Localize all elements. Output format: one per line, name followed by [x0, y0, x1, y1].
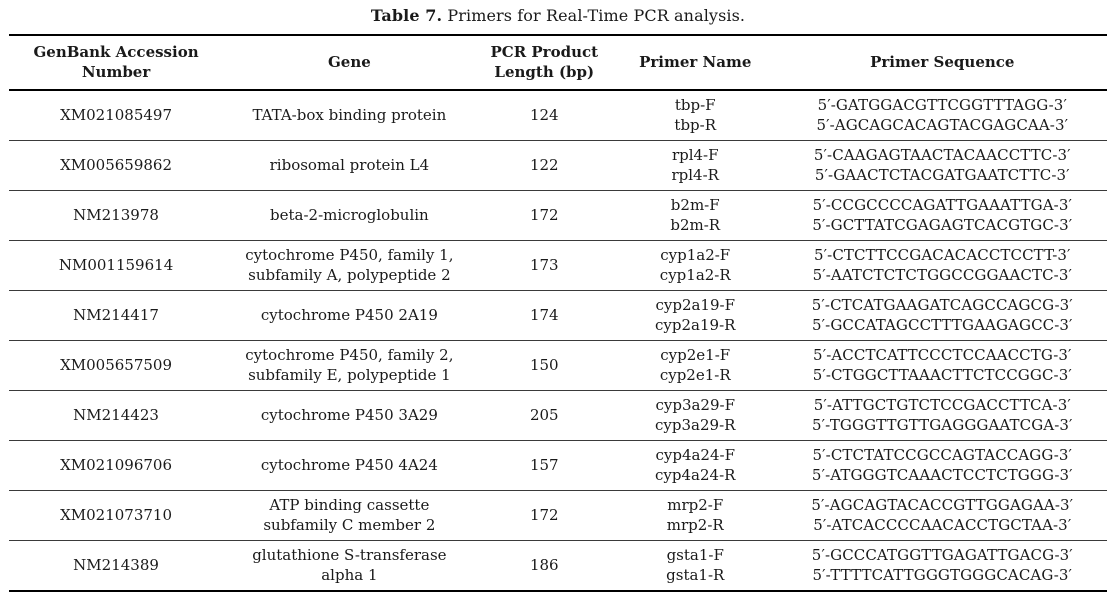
- table-row: NM214417 cytochrome P450 2A19 174 cyp2a1…: [9, 290, 1107, 341]
- gene-name: cytochrome P450, family 2, subfamily E, …: [245, 345, 454, 384]
- primer-sequences: 5′-CTCTTCCGACACACCTCCTT-3′ 5′-AATCTCTCTG…: [812, 245, 1073, 284]
- column-header-gene: Gene: [327, 52, 371, 71]
- primers-table: GenBank Accession Number Gene PCR Produc…: [9, 34, 1107, 592]
- table-row: XM021073710 ATP binding cassette subfami…: [9, 490, 1107, 541]
- table-caption: Table 7. Primers for Real-Time PCR analy…: [0, 0, 1116, 25]
- genbank-accession: XM021073710: [60, 505, 173, 524]
- table-row: NM213978 beta-2-microglobulin 172 b2m-F …: [9, 190, 1107, 241]
- pcr-product-length: 173: [529, 255, 559, 274]
- gene-name: beta-2-microglobulin: [270, 205, 429, 224]
- genbank-accession: NM214423: [73, 405, 159, 424]
- pcr-product-length: 186: [529, 555, 559, 574]
- primer-sequences: 5′-GATGGACGTTCGGTTTAGG-3′ 5′-AGCAGCACAGT…: [816, 95, 1069, 134]
- primer-names: cyp1a2-F cyp1a2-R: [659, 245, 731, 284]
- primer-names: gsta1-F gsta1-R: [666, 545, 725, 584]
- table-row: NM214423 cytochrome P450 3A29 205 cyp3a2…: [9, 390, 1107, 441]
- pcr-product-length: 172: [529, 505, 559, 524]
- table-row: XM005659862 ribosomal protein L4 122 rpl…: [9, 140, 1107, 191]
- genbank-accession: NM213978: [73, 205, 159, 224]
- gene-name: cytochrome P450 4A24: [260, 455, 438, 474]
- primer-sequences: 5′-ACCTCATTCCCTCCAACCTG-3′ 5′-CTGGCTTAAA…: [812, 345, 1072, 384]
- genbank-accession: XM005659862: [60, 155, 173, 174]
- table-row: NM214389 glutathione S-transferase alpha…: [9, 540, 1107, 592]
- primer-sequences: 5′-AGCAGTACACCGTTGGAGAA-3′ 5′-ATCACCCCAA…: [811, 495, 1074, 534]
- table-caption-label: Table 7.: [370, 6, 443, 25]
- table-row: XM021085497 TATA-box binding protein 124…: [9, 90, 1107, 141]
- gene-name: cytochrome P450, family 1, subfamily A, …: [245, 245, 454, 284]
- pcr-product-length: 157: [529, 455, 559, 474]
- genbank-accession: NM214417: [73, 305, 159, 324]
- table-body: XM021085497 TATA-box binding protein 124…: [9, 90, 1107, 591]
- pcr-product-length: 150: [529, 355, 559, 374]
- gene-name: cytochrome P450 3A29: [260, 405, 438, 424]
- primer-names: cyp3a29-F cyp3a29-R: [655, 395, 736, 434]
- genbank-accession: XM021085497: [60, 105, 173, 124]
- table-row: NM001159614 cytochrome P450, family 1, s…: [9, 240, 1107, 291]
- primer-names: cyp4a24-F cyp4a24-R: [655, 445, 736, 484]
- primer-sequences: 5′-CCGCCCCAGATTGAAATTGA-3′ 5′-GCTTATCGAG…: [812, 195, 1073, 234]
- genbank-accession: XM005657509: [60, 355, 173, 374]
- gene-name: glutathione S-transferase alpha 1: [252, 545, 447, 584]
- primer-names: cyp2e1-F cyp2e1-R: [659, 345, 731, 384]
- column-header-primer-sequence: Primer Sequence: [870, 52, 1015, 71]
- primer-sequences: 5′-CAAGAGTAACTACAACCTTC-3′ 5′-GAACTCTACG…: [813, 145, 1071, 184]
- primer-names: tbp-F tbp-R: [674, 95, 717, 134]
- gene-name: TATA-box binding protein: [252, 105, 447, 124]
- gene-name: ribosomal protein L4: [269, 155, 430, 174]
- table-row: XM005657509 cytochrome P450, family 2, s…: [9, 340, 1107, 391]
- pcr-product-length: 174: [529, 305, 559, 324]
- primer-names: mrp2-F mrp2-R: [666, 495, 724, 534]
- column-header-genbank: GenBank Accession Number: [33, 43, 199, 81]
- primer-names: b2m-F b2m-R: [670, 195, 721, 234]
- column-header-primer-name: Primer Name: [639, 52, 752, 71]
- table-row: XM021096706 cytochrome P450 4A24 157 cyp…: [9, 440, 1107, 491]
- primer-names: cyp2a19-F cyp2a19-R: [655, 295, 736, 334]
- table-caption-text: Primers for Real-Time PCR analysis.: [442, 6, 746, 25]
- genbank-accession: XM021096706: [60, 455, 173, 474]
- header-row: GenBank Accession Number Gene PCR Produc…: [9, 35, 1107, 90]
- genbank-accession: NM214389: [73, 555, 159, 574]
- pcr-product-length: 172: [529, 205, 559, 224]
- pcr-product-length: 122: [529, 155, 559, 174]
- primer-sequences: 5′-ATTGCTGTCTCCGACCTTCA-3′ 5′-TGGGTTGTTG…: [812, 395, 1073, 434]
- genbank-accession: NM001159614: [58, 255, 174, 274]
- primer-sequences: 5′-CTCATGAAGATCAGCCAGCG-3′ 5′-GCCATAGCCT…: [811, 295, 1073, 334]
- pcr-product-length: 124: [529, 105, 559, 124]
- column-header-length: PCR Product Length (bp): [490, 43, 599, 81]
- pcr-product-length: 205: [529, 405, 559, 424]
- table-header: GenBank Accession Number Gene PCR Produc…: [9, 35, 1107, 90]
- primer-sequences: 5′-CTCTATCCGCCAGTACCAGG-3′ 5′-ATGGGTCAAA…: [811, 445, 1073, 484]
- gene-name: cytochrome P450 2A19: [260, 305, 438, 324]
- gene-name: ATP binding cassette subfamily C member …: [263, 495, 436, 534]
- primer-names: rpl4-F rpl4-R: [671, 145, 719, 184]
- primer-sequences: 5′-GCCCATGGTTGAGATTGACG-3′ 5′-TTTTCATTGG…: [811, 545, 1073, 584]
